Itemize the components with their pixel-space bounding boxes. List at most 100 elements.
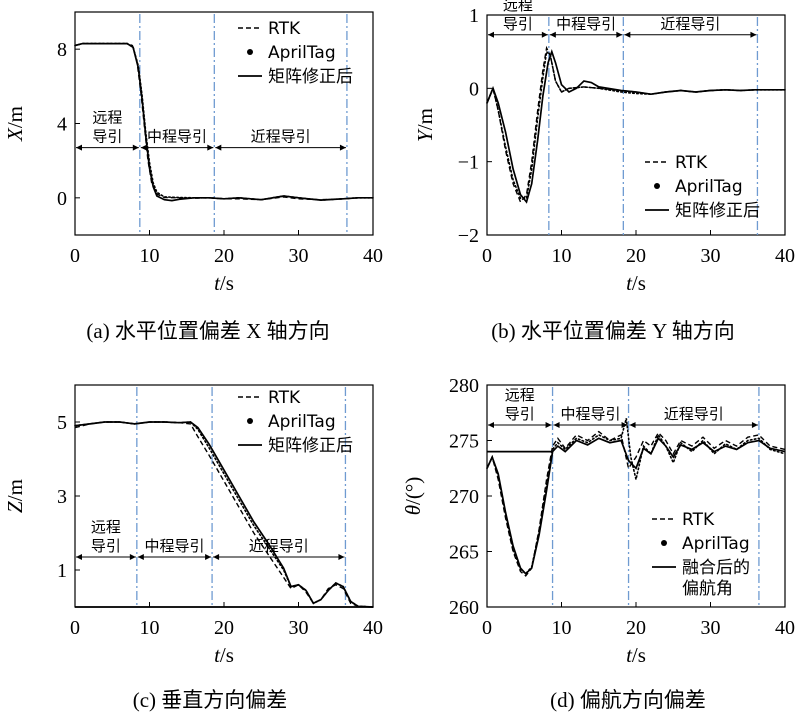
- arrow-head: [207, 144, 214, 151]
- legend-label: AprilTag: [675, 177, 743, 197]
- x-tick-label: 0: [70, 245, 80, 267]
- legend-marker: [247, 49, 253, 55]
- phase-label: 导引: [505, 405, 535, 423]
- arrow-head: [488, 31, 494, 38]
- y-tick-label: 270: [449, 486, 479, 508]
- legend-marker: [654, 183, 660, 189]
- arrow-head: [488, 421, 494, 428]
- phase-label: 导引: [92, 128, 122, 146]
- x-axis-label: t/s: [626, 643, 646, 667]
- y-tick-label: 5: [57, 412, 67, 434]
- legend-label: 矩阵修正后: [675, 201, 760, 221]
- legend-label: 融合后的: [682, 558, 750, 578]
- arrow-head: [750, 31, 757, 38]
- x-tick-label: 10: [140, 617, 160, 639]
- x-axis-label: t/s: [626, 271, 646, 295]
- y-tick-label: 8: [57, 39, 67, 61]
- y-axis-label: θ/(°): [401, 477, 425, 516]
- arrow-head: [339, 144, 346, 151]
- arrow-head: [549, 31, 556, 38]
- x-tick-label: 20: [214, 617, 234, 639]
- caption-b: (b) 水平位置偏差 Y 轴方向: [491, 319, 735, 343]
- legend-label: RTK: [268, 19, 301, 39]
- legend-label: AprilTag: [682, 534, 750, 554]
- phase-label: 导引: [503, 15, 533, 33]
- arrow-head: [553, 421, 560, 428]
- arrow-head: [624, 31, 631, 38]
- arrow-head: [541, 31, 548, 38]
- phase-label: 近程导引: [660, 15, 720, 33]
- x-tick-label: 10: [552, 245, 572, 267]
- x-tick-label: 0: [482, 245, 492, 267]
- x-tick-label: 40: [363, 617, 383, 639]
- phase-label: 中程导引: [147, 128, 207, 146]
- x-tick-label: 20: [626, 245, 646, 267]
- y-tick-label: 260: [449, 597, 479, 619]
- arrow-head: [129, 554, 136, 561]
- y-tick-label: 0: [469, 78, 479, 100]
- phase-label: 远程: [505, 386, 535, 404]
- caption-c: (c) 垂直方向偏差: [133, 688, 288, 712]
- x-tick-label: 40: [363, 245, 383, 267]
- x-tick-label: 40: [775, 245, 795, 267]
- arrow-head: [213, 554, 220, 561]
- x-tick-label: 30: [289, 245, 309, 267]
- x-tick-label: 30: [701, 617, 721, 639]
- phase-label: 近程导引: [251, 128, 311, 146]
- phase-label: 近程导引: [664, 405, 724, 423]
- caption-d: (d) 偏航方向偏差: [550, 688, 706, 712]
- y-tick-label: 280: [449, 375, 479, 397]
- legend-label: 矩阵修正后: [268, 67, 353, 87]
- series-line-rtk: [486, 430, 786, 577]
- legend-marker: [247, 418, 253, 424]
- legend-label: 矩阵修正后: [268, 436, 353, 456]
- x-tick-label: 20: [214, 245, 234, 267]
- arrow-head: [629, 421, 636, 428]
- series-line-corrected: [74, 42, 373, 202]
- arrow-head: [132, 144, 139, 151]
- y-tick-label: −1: [458, 152, 479, 174]
- y-axis-label: Y/m: [413, 108, 437, 142]
- phase-label: 远程: [91, 518, 121, 536]
- phase-label: 导引: [91, 537, 121, 555]
- legend-label: 偏航角: [682, 579, 733, 599]
- x-tick-label: 10: [140, 245, 160, 267]
- y-tick-label: 275: [449, 431, 479, 453]
- legend-label: RTK: [675, 153, 708, 173]
- y-tick-label: 1: [469, 5, 479, 27]
- y-tick-label: 1: [57, 560, 67, 582]
- series-line-corrected: [74, 421, 374, 608]
- x-axis-label: t/s: [214, 643, 234, 667]
- arrow-head: [76, 554, 82, 561]
- arrow-head: [751, 421, 758, 428]
- legend-label: AprilTag: [268, 43, 336, 63]
- x-tick-label: 40: [775, 617, 795, 639]
- phase-label: 中程导引: [561, 405, 621, 423]
- arrow-head: [140, 144, 147, 151]
- legend-label: AprilTag: [268, 412, 336, 432]
- arrow-head: [616, 31, 623, 38]
- y-tick-label: 265: [449, 542, 479, 564]
- x-tick-label: 30: [289, 617, 309, 639]
- phase-label: 远程: [92, 109, 122, 127]
- arrow-head: [205, 554, 212, 561]
- phase-label: 中程导引: [556, 15, 616, 33]
- arrow-head: [76, 144, 82, 151]
- series-line-corrected: [486, 436, 786, 575]
- arrow-head: [215, 144, 222, 151]
- arrow-head: [545, 421, 552, 428]
- arrow-head: [137, 554, 144, 561]
- x-axis-label: t/s: [214, 271, 234, 295]
- legend-marker: [661, 540, 667, 546]
- phase-label: 中程导引: [144, 537, 204, 555]
- series-line-apriltag: [486, 50, 786, 200]
